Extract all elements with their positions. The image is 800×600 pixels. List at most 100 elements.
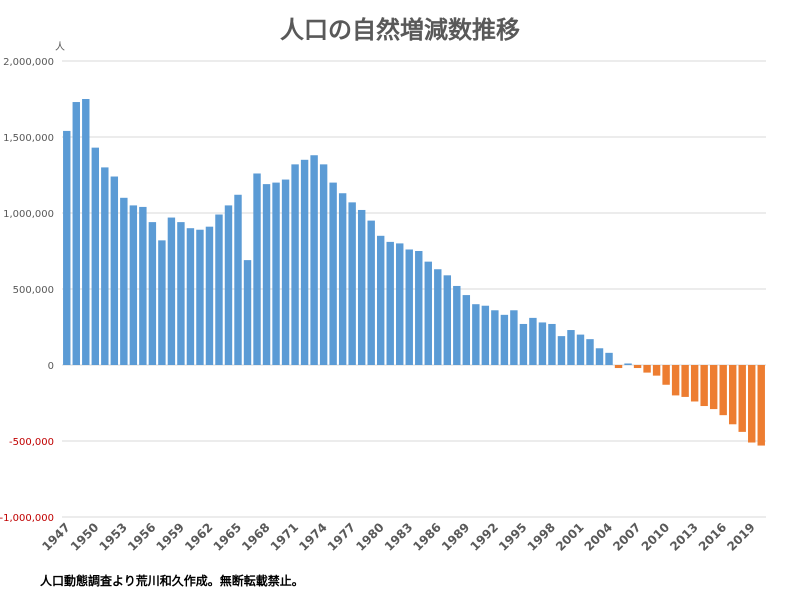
bar-1948 — [72, 102, 80, 365]
bar-1964 — [224, 205, 233, 365]
y-axis-ticks: 2,000,000 1,500,000 1,000,000 500,000 0 -500,… — [0, 57, 54, 524]
bar-1950 — [91, 147, 100, 365]
x-tick-label: 1971 — [268, 520, 302, 554]
bar-2016 — [719, 365, 727, 416]
x-axis-ticks: 1947195019531956195919621965196819711974… — [39, 520, 757, 554]
y-tick-label: 0 — [48, 361, 54, 372]
bar-1993 — [500, 314, 509, 365]
bar-1959 — [177, 222, 185, 365]
bar-1951 — [101, 167, 109, 365]
bar-1991 — [481, 305, 490, 365]
bar-1967 — [253, 173, 261, 365]
x-tick-label: 1974 — [296, 520, 330, 554]
bar-1955 — [139, 206, 147, 365]
x-tick-label: 2001 — [553, 520, 587, 554]
bar-1954 — [129, 205, 138, 365]
bar-1968 — [262, 184, 271, 365]
gridlines — [62, 60, 766, 518]
bar-2001 — [576, 334, 585, 365]
bar-1995 — [519, 323, 528, 365]
bar-1977 — [348, 202, 356, 365]
x-tick-label: 1998 — [525, 520, 559, 554]
bar-2007 — [633, 365, 642, 369]
bar-1963 — [215, 214, 223, 365]
bar-1960 — [186, 228, 195, 365]
bar-2020 — [757, 365, 765, 446]
bar-1981 — [386, 241, 394, 365]
bar-1988 — [453, 285, 461, 365]
bar-1986 — [434, 269, 442, 365]
x-tick-label: 2010 — [639, 520, 673, 554]
bar-2013 — [690, 365, 699, 402]
bar-1958 — [167, 217, 176, 365]
bar-1969 — [272, 182, 280, 365]
bar-1992 — [491, 310, 499, 365]
bar-2011 — [671, 365, 680, 396]
bar-1994 — [510, 310, 518, 365]
y-tick-label: 2,000,000 — [3, 57, 54, 68]
x-tick-label: 1950 — [68, 520, 102, 554]
bar-1982 — [396, 243, 404, 365]
bar-2000 — [567, 330, 575, 365]
bar-1980 — [376, 235, 385, 365]
y-tick-label: -1,000,000 — [0, 513, 54, 524]
bar-2009 — [652, 365, 661, 376]
bar-1966 — [243, 260, 252, 365]
x-tick-label: 1980 — [353, 520, 387, 554]
bar-2008 — [643, 365, 651, 373]
x-tick-label: 2007 — [610, 520, 644, 554]
bar-1989 — [462, 295, 471, 365]
x-tick-label: 1977 — [325, 520, 359, 554]
bar-1973 — [310, 155, 318, 365]
y-axis-unit-label: 人 — [55, 41, 65, 53]
y-tick-label: 1,000,000 — [3, 209, 54, 220]
bar-1990 — [472, 304, 480, 365]
bar-1975 — [329, 182, 337, 365]
bar-2002 — [586, 339, 594, 365]
bar-1999 — [557, 336, 566, 365]
bar-1956 — [148, 222, 157, 365]
bar-2010 — [662, 365, 670, 385]
bar-1952 — [110, 176, 119, 365]
bar-1996 — [529, 317, 537, 365]
y-tick-label: -500,000 — [9, 437, 54, 448]
bar-1962 — [205, 226, 214, 365]
x-tick-label: 1947 — [39, 520, 73, 554]
bar-1971 — [291, 164, 299, 365]
x-tick-label: 1983 — [382, 520, 416, 554]
bar-1976 — [338, 193, 347, 365]
bar-2003 — [595, 348, 604, 365]
bar-1953 — [120, 197, 128, 365]
x-tick-label: 1995 — [496, 520, 530, 554]
x-tick-label: 1953 — [96, 520, 130, 554]
bar-1979 — [367, 220, 375, 365]
x-tick-label: 1965 — [211, 520, 245, 554]
bar-1978 — [357, 209, 366, 365]
bar-1949 — [82, 99, 90, 365]
source-note: 人口動態調査より荒川和久作成。無断転載禁止。 — [40, 574, 304, 588]
x-tick-label: 2019 — [724, 520, 758, 554]
bar-2019 — [748, 365, 756, 443]
x-tick-label: 1962 — [182, 520, 216, 554]
bar-2014 — [700, 365, 708, 407]
bar-1987 — [443, 275, 452, 365]
chart-title: 人口の自然増減数推移 — [280, 16, 520, 44]
x-tick-label: 1956 — [125, 520, 159, 554]
x-tick-label: 1992 — [467, 520, 501, 554]
bar-2015 — [709, 365, 718, 410]
bars — [63, 99, 765, 446]
x-tick-label: 1989 — [439, 520, 473, 554]
x-tick-label: 2016 — [696, 520, 730, 554]
bar-2017 — [728, 365, 737, 425]
bar-1983 — [405, 249, 413, 365]
bar-1984 — [415, 251, 423, 365]
bar-1947 — [63, 130, 71, 365]
y-tick-label: 500,000 — [13, 285, 54, 296]
bar-1972 — [300, 159, 309, 365]
y-tick-label: 1,500,000 — [3, 133, 54, 144]
bar-1970 — [281, 179, 290, 365]
x-tick-label: 1959 — [154, 520, 188, 554]
bar-1974 — [319, 164, 328, 365]
bar-2012 — [681, 365, 689, 397]
